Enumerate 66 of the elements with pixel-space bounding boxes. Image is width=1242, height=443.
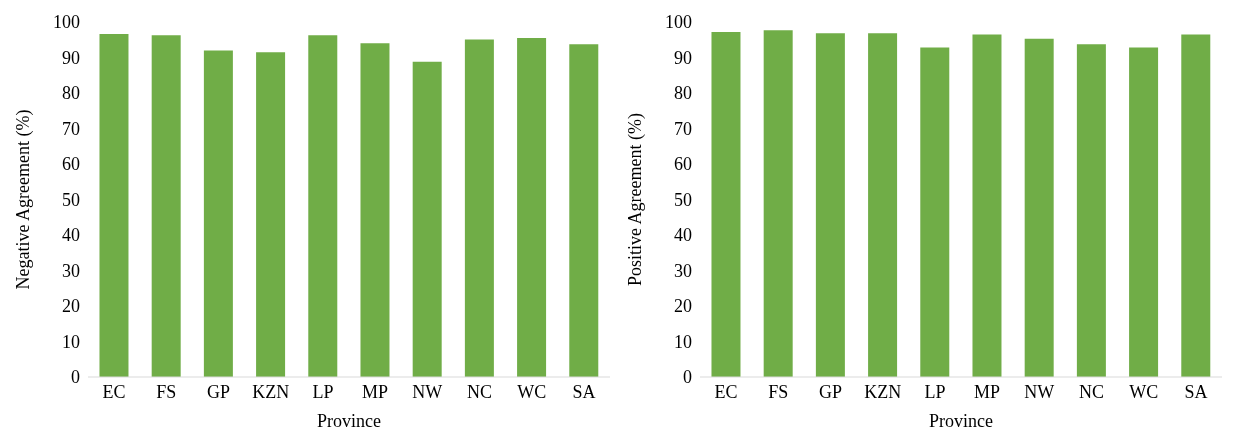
x-tick-label: LP: [924, 381, 946, 402]
bar: [1024, 38, 1054, 377]
y-tick-label: 10: [674, 331, 692, 352]
bar: [763, 30, 793, 377]
x-tick-label: LP: [312, 381, 334, 402]
bar: [256, 52, 286, 377]
y-tick-label: 40: [674, 225, 692, 246]
y-tick-label: 50: [674, 189, 692, 210]
y-tick-label: 0: [683, 367, 692, 388]
x-tick-label: NW: [412, 381, 443, 402]
bar: [1129, 47, 1159, 377]
x-tick-label: FS: [768, 381, 789, 402]
y-tick-label: 90: [674, 47, 692, 68]
x-tick-label: NW: [1024, 381, 1055, 402]
y-tick-label: 30: [674, 260, 692, 281]
y-tick-label: 50: [62, 189, 80, 210]
x-tick-label: WC: [1129, 381, 1159, 402]
x-tick-label: NC: [1078, 381, 1105, 402]
bar: [464, 39, 494, 377]
x-tick-label: KZN: [864, 381, 902, 402]
bar: [99, 34, 129, 377]
x-tick-label: NC: [466, 381, 493, 402]
y-tick-label: 60: [62, 154, 80, 175]
y-tick-label: 40: [62, 225, 80, 246]
y-tick-label: 30: [62, 260, 80, 281]
x-tick-label: MP: [974, 381, 1001, 402]
x-tick-label: WC: [517, 381, 547, 402]
y-tick-label: 60: [674, 154, 692, 175]
bar: [920, 47, 950, 377]
y-tick-label: 20: [62, 296, 80, 317]
bar: [360, 43, 390, 377]
y-tick-label: 20: [674, 296, 692, 317]
y-tick-label: 0: [71, 367, 80, 388]
bar: [569, 44, 599, 377]
bar: [972, 34, 1002, 377]
bar: [517, 37, 547, 377]
x-tick-label: GP: [818, 381, 843, 402]
bar: [815, 33, 845, 377]
x-axis-title: Province: [929, 411, 993, 431]
x-tick-label: GP: [206, 381, 231, 402]
y-tick-label: 100: [53, 12, 80, 33]
y-tick-label: 70: [674, 118, 692, 139]
y-tick-label: 10: [62, 331, 80, 352]
y-tick-label: 100: [665, 12, 692, 33]
x-tick-label: EC: [102, 381, 126, 402]
y-axis-title: Negative Agreement (%): [13, 109, 35, 290]
bar: [203, 50, 233, 377]
y-tick-label: 80: [62, 83, 80, 104]
bar: [1076, 44, 1106, 377]
y-axis-title: Positive Agreement (%): [625, 113, 647, 286]
bar: [308, 35, 338, 377]
bar: [412, 61, 442, 377]
x-tick-label: SA: [1184, 381, 1208, 402]
x-tick-label: MP: [362, 381, 389, 402]
x-tick-label: SA: [572, 381, 596, 402]
y-tick-label: 80: [674, 83, 692, 104]
x-tick-label: FS: [156, 381, 177, 402]
x-axis-title: Province: [317, 411, 381, 431]
bar: [1181, 34, 1211, 377]
bar: [711, 31, 741, 377]
x-tick-label: EC: [714, 381, 738, 402]
bar: [868, 33, 898, 377]
y-tick-label: 70: [62, 118, 80, 139]
bar: [151, 35, 181, 377]
x-tick-label: KZN: [252, 381, 290, 402]
y-tick-label: 90: [62, 47, 80, 68]
